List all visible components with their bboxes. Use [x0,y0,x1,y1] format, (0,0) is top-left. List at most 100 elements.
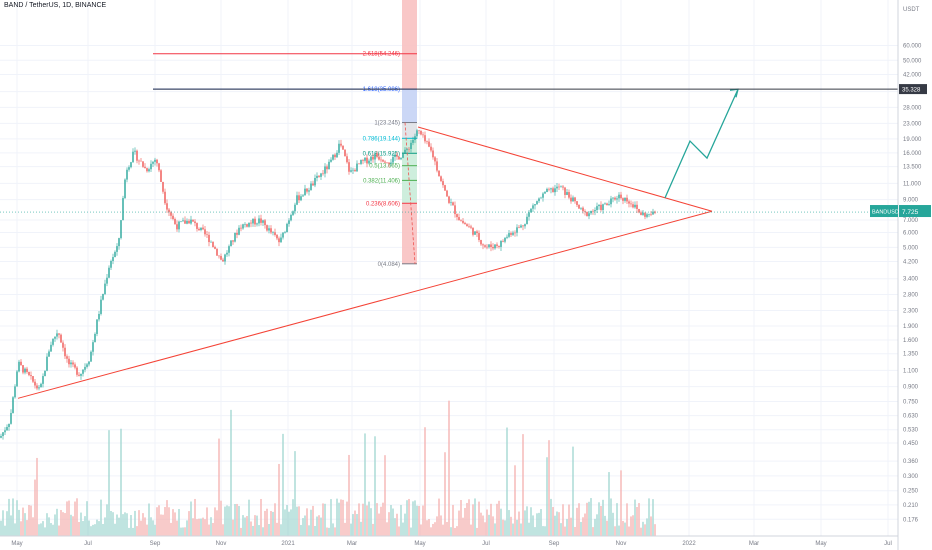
candle-body [500,240,502,247]
x-tick-label: Sep [549,541,560,547]
candle-body [72,362,74,365]
candle-body [552,188,554,193]
volume-bar [220,500,222,536]
candle-body [8,423,10,428]
candle-body [208,234,210,243]
candle-body [350,170,352,172]
candle-body [28,371,30,376]
volume-bar [158,505,160,536]
volume-bar [88,520,90,536]
candle-body [108,267,110,278]
candle-body [364,157,366,161]
volume-bar [140,520,142,536]
volume-bar [318,515,320,536]
volume-bar [188,511,190,536]
candle-body [556,186,558,189]
candle-body [540,197,542,199]
candle-body [446,190,448,197]
candle-body [492,246,494,249]
volume-bar [172,509,174,536]
candle-body [90,351,92,362]
y-tick-label: 6.000 [903,231,919,237]
y-tick-label: 2.800 [903,292,919,298]
candle-body [598,204,600,207]
volume-bar [96,519,98,536]
y-tick-label: 0.630 [903,414,919,420]
volume-bar [596,514,598,536]
volume-bar [606,520,608,536]
volume-bar [376,503,378,536]
volume-bar [322,503,324,536]
x-tick-label: May [815,541,826,547]
volume-bar [344,522,346,536]
candle-body [192,219,194,222]
candle-body [632,204,634,208]
volume-bar [74,501,76,536]
fib-band-red [402,203,417,264]
fib-level-label: 0.5(13.665) [369,164,400,170]
candle-body [222,259,224,262]
candle-body [422,134,424,136]
candle-body [356,163,358,172]
y-tick-label: 1.900 [903,324,919,330]
candle-body [538,198,540,202]
y-tick-label: 28.000 [903,105,922,111]
volume-bar [0,520,2,536]
volume-bar [6,511,8,536]
candle-body [270,228,272,233]
volume-bar [360,521,362,536]
volume-bar [116,514,118,536]
candle-body [138,160,140,162]
volume-bar [616,503,618,536]
volume-bar [362,503,364,536]
y-axis-unit: USDT [903,7,920,13]
volume-bar [464,507,466,536]
candle-body [122,198,124,221]
volume-bar [316,516,318,536]
volume-bar [552,507,554,536]
volume-bar [600,506,602,536]
candle-body [604,203,606,205]
volume-bar [156,507,158,536]
candle-body [276,234,278,239]
triangle-upper-line [417,126,713,212]
volume-bar [306,508,308,536]
candle-body [314,178,316,186]
candle-body [106,277,108,284]
volume-bar [90,526,92,536]
candle-body [22,365,24,373]
volume-bar [636,507,638,536]
volume-bar [430,527,432,536]
candle-body [100,299,102,314]
volume-bar [18,509,20,536]
volume-bar [274,503,276,536]
candle-body [310,183,312,191]
volume-bar [502,519,504,536]
candle-body [494,244,496,249]
volume-bar [536,513,538,536]
candle-body [40,383,42,388]
candle-body [278,238,280,243]
volume-bar [210,517,212,536]
candle-body [26,368,28,372]
candle-body [256,223,258,225]
candle-body [396,154,398,157]
volume-bar [586,502,588,536]
candle-body [400,157,402,160]
volume-bar [178,508,180,536]
candle-body [334,154,336,158]
volume-bar [64,513,66,536]
last-price-label: 7.725 [902,209,919,216]
volume-bar [290,509,292,536]
volume-bar [436,516,438,536]
volume-bar [94,524,96,536]
volume-bar [228,506,230,536]
candle-body [566,192,568,195]
candle-body [480,240,482,245]
candle-body [160,170,162,182]
volume-bar [218,438,220,536]
candle-body [502,240,504,242]
volume-bar [162,514,164,536]
candle-body [636,204,638,209]
